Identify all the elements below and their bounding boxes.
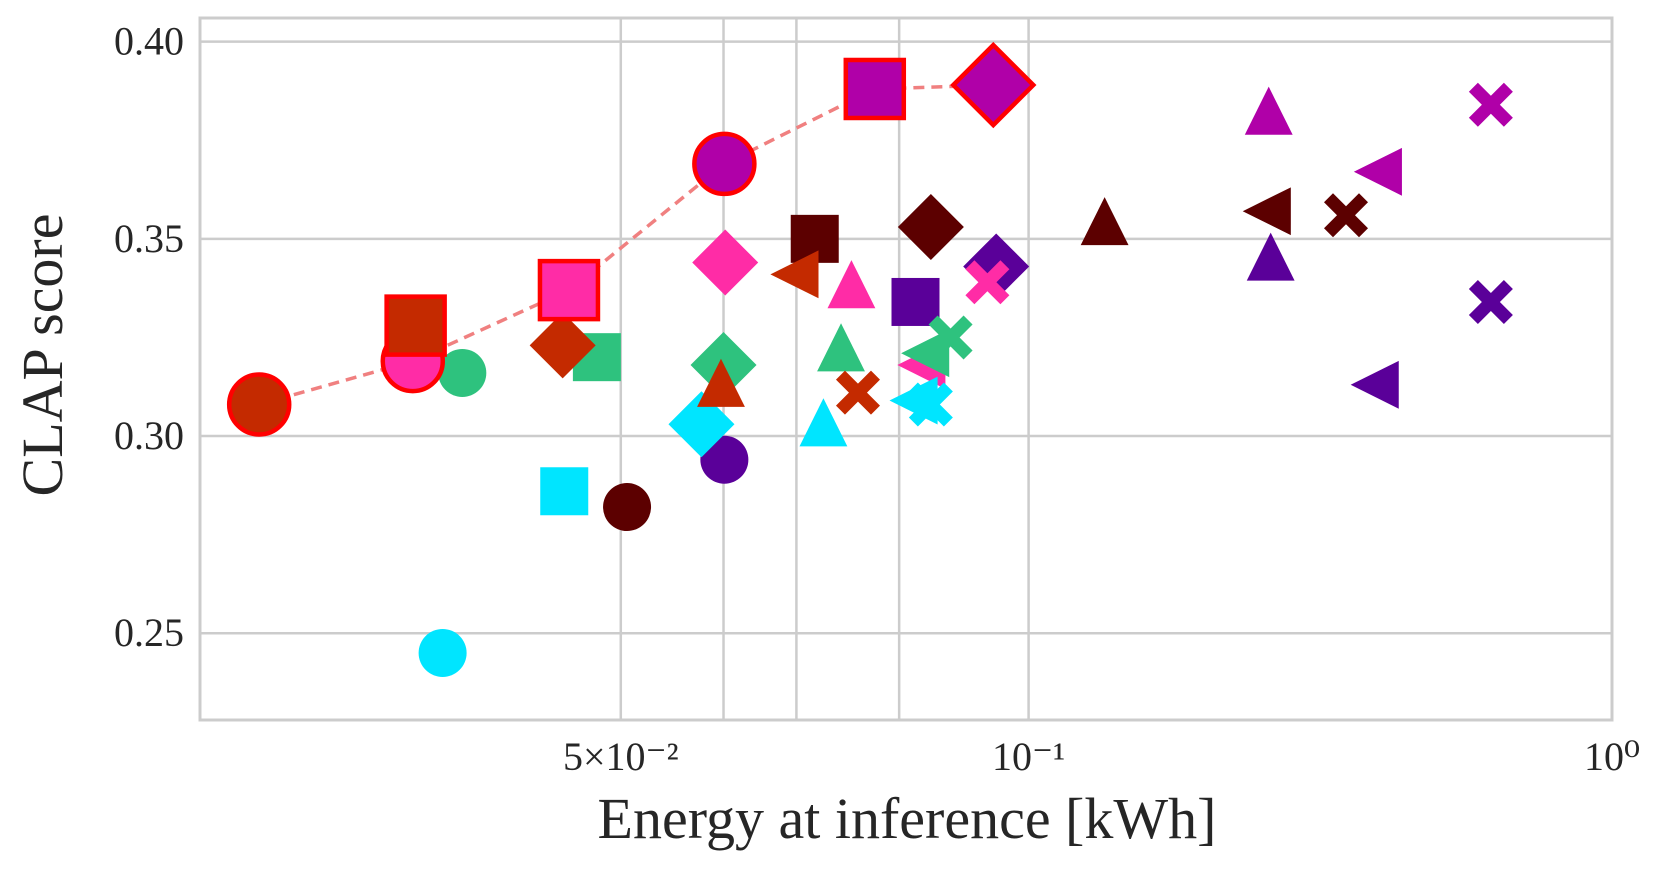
point-x-green	[928, 315, 973, 360]
point-triangle-up-green	[817, 323, 865, 372]
point-triangle-left-magenta	[1353, 147, 1402, 196]
point-triangle-up-cyan	[799, 398, 848, 447]
point-diamond-red_orange	[529, 312, 596, 379]
x-tick-label-1: 10⁻¹	[992, 734, 1065, 779]
x-tick-label-0: 5×10⁻²	[563, 734, 679, 779]
point-triangle-up-purple	[1246, 232, 1295, 281]
point-triangle-left-dark_red	[1242, 187, 1291, 236]
point-x-cyan	[908, 382, 953, 427]
point-circle-magenta-pareto	[692, 131, 757, 197]
point-circle-dark_red	[603, 483, 652, 532]
point-diamond-dark_red	[897, 194, 964, 261]
point-square-red_orange-pareto	[384, 294, 447, 357]
point-diamond-pink	[692, 229, 759, 296]
point-circle-purple	[700, 435, 749, 484]
x-tick-label-2: 10⁰	[1584, 734, 1640, 779]
point-x-purple	[1468, 279, 1513, 324]
plot-frame	[198, 16, 1614, 722]
y-axis-label: CLAP score	[10, 214, 75, 497]
point-circle-red_orange-pareto	[226, 372, 292, 437]
point-triangle-up-magenta	[1244, 86, 1293, 135]
point-square-pink-pareto	[537, 258, 601, 322]
tick-labels: 5×10⁻² 10⁻¹ 10⁰ 0.25 0.30 0.35 0.40	[114, 19, 1640, 779]
point-triangle-left-green	[901, 329, 950, 378]
point-diamond-magenta-pareto	[950, 41, 1037, 129]
data-points	[226, 41, 1513, 677]
point-x-magenta	[1468, 82, 1513, 127]
point-diamond-cyan	[668, 391, 735, 458]
point-triangle-up-red_orange	[697, 358, 745, 407]
x-axis-label: Energy at inference [kWh]	[598, 786, 1217, 851]
y-tick-label-3: 0.40	[114, 19, 184, 64]
y-tick-label-0: 0.25	[114, 610, 184, 655]
point-triangle-left-purple	[1350, 360, 1399, 409]
point-circle-green	[438, 348, 487, 397]
point-square-purple	[891, 277, 940, 326]
point-triangle-left-red_orange	[770, 250, 819, 299]
y-tick-label-2: 0.35	[114, 216, 184, 261]
pareto-front-line	[258, 83, 994, 407]
point-triangle-up-dark_red	[1080, 197, 1129, 246]
point-square-cyan	[540, 467, 589, 516]
point-x-red_orange	[835, 370, 880, 415]
point-x-dark_red	[1324, 193, 1369, 238]
y-tick-label-1: 0.30	[114, 413, 184, 458]
point-circle-cyan	[418, 628, 467, 677]
point-x-pink	[965, 260, 1010, 305]
point-triangle-up-pink	[827, 260, 876, 309]
pareto-front	[258, 83, 994, 407]
point-square-magenta-pareto	[843, 57, 907, 121]
